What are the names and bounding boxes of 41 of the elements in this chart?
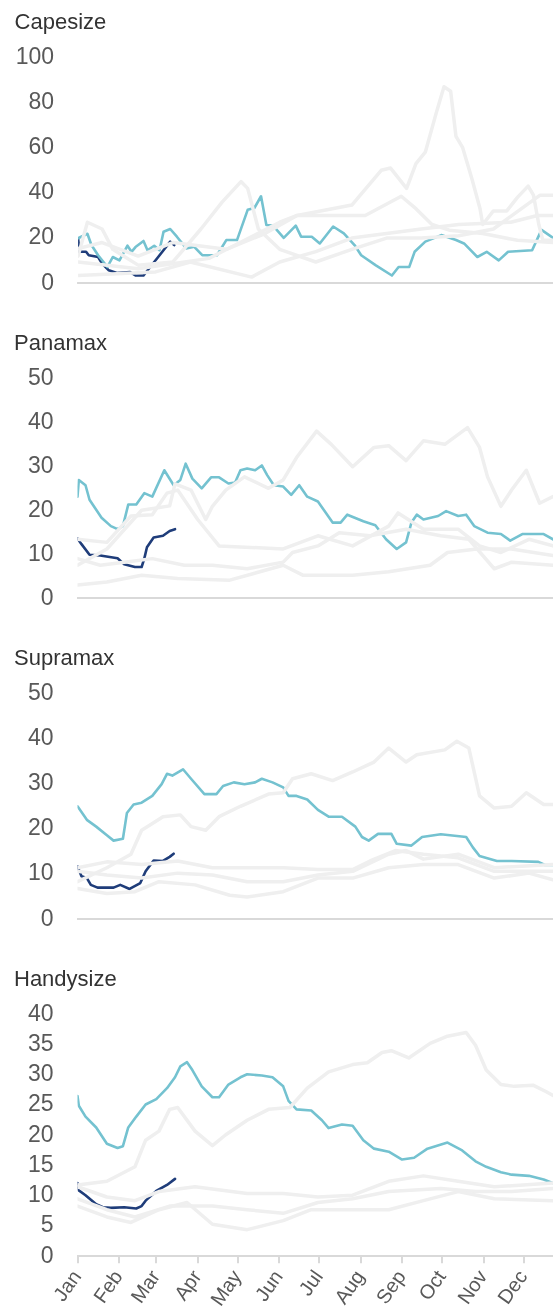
y-tick-label: 40 — [27, 407, 54, 434]
x-tick-label: Jan — [48, 1266, 86, 1306]
x-tick-label: Jun — [250, 1266, 287, 1306]
y-tick-label: 30 — [27, 769, 54, 796]
x-tick-label: Sep — [371, 1266, 410, 1308]
y-tick-label: 35 — [27, 1029, 54, 1056]
y-tick-label: 40 — [27, 178, 54, 205]
y-tick-label: 10 — [27, 1181, 54, 1208]
y-tick-label: 25 — [27, 1090, 54, 1117]
y-tick-label: 80 — [27, 87, 54, 114]
y-tick-label: 5 — [40, 1211, 54, 1238]
y-tick-label: 40 — [27, 723, 54, 750]
chart-title: Capesize — [14, 9, 106, 35]
x-tick-label: Nov — [452, 1266, 492, 1308]
x-tick-label: Feb — [88, 1266, 127, 1307]
y-tick-label: 10 — [27, 859, 54, 886]
chart-title: Panamax — [14, 330, 107, 356]
y-tick-label: 10 — [27, 539, 54, 566]
y-tick-label: 50 — [27, 363, 54, 390]
y-tick-label: 60 — [27, 133, 54, 160]
x-tick-label: Apr — [169, 1265, 206, 1305]
x-tick-label: Oct — [414, 1265, 451, 1305]
y-tick-label: 15 — [27, 1150, 54, 1177]
x-tick-label: Mar — [126, 1265, 165, 1307]
y-tick-label: 20 — [27, 814, 54, 841]
chart-title: Handysize — [14, 966, 117, 992]
y-tick-label: 50 — [27, 678, 54, 705]
y-tick-label: 30 — [27, 451, 54, 478]
chart-title: Supramax — [14, 645, 115, 671]
y-tick-label: 20 — [27, 223, 54, 250]
y-tick-label: 0 — [40, 904, 54, 931]
x-tick-label: Jul — [294, 1266, 328, 1300]
y-tick-label: 0 — [40, 583, 54, 610]
x-tick-label: Dec — [493, 1266, 532, 1308]
y-tick-label: 0 — [40, 268, 54, 295]
y-tick-label: 100 — [15, 42, 54, 69]
y-tick-label: 0 — [40, 1241, 54, 1268]
y-tick-label: 20 — [27, 1120, 54, 1147]
y-tick-label: 20 — [27, 495, 54, 522]
y-tick-label: 40 — [27, 999, 54, 1026]
y-tick-label: 30 — [27, 1060, 54, 1087]
